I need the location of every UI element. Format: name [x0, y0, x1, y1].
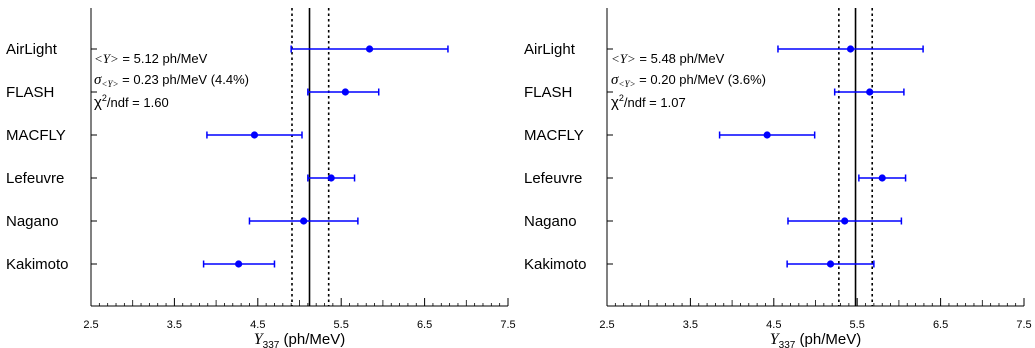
- data-marker: [235, 260, 243, 268]
- stat-chi-superscript: 2: [619, 93, 624, 103]
- x-tick-label: 5.5: [334, 319, 349, 331]
- stat-sigma-value: = 0.23 ph/MeV (4.4%): [119, 72, 249, 87]
- stat-sigma-value: = 0.20 ph/MeV (3.6%): [636, 72, 766, 87]
- x-axis-title: Y337 (ph/MeV): [770, 331, 861, 348]
- stat-mean-symbol: <Y>: [611, 51, 636, 66]
- data-point-airlight: [777, 45, 924, 53]
- stat-chi2: χ2/ndf = 1.07: [611, 93, 686, 111]
- stat-chi-symbol: χ: [611, 94, 619, 111]
- x-axis-subscript: 337: [263, 340, 280, 348]
- x-tick-label: 5.5: [850, 319, 865, 331]
- stat-chi-superscript: 2: [102, 93, 107, 103]
- stat-sigma-symbol: σ: [94, 72, 102, 88]
- x-axis-subscript: 337: [779, 340, 796, 348]
- data-point-nagano: [787, 217, 903, 225]
- data-point-lefeuvre: [307, 174, 356, 182]
- data-marker: [327, 174, 335, 182]
- category-label: MACFLY: [524, 127, 584, 144]
- data-point-nagano: [248, 217, 359, 225]
- data-point-flash: [833, 88, 905, 96]
- x-tick-label: 6.5: [933, 319, 948, 331]
- x-axis-unit: (ph/MeV): [279, 331, 345, 348]
- stat-sigma-symbol: σ: [611, 72, 619, 88]
- stat-mean: <Y> = 5.12 ph/MeV: [94, 51, 208, 66]
- category-label: MACFLY: [6, 127, 66, 144]
- category-label: Nagano: [6, 213, 59, 230]
- x-tick-label: 2.5: [83, 319, 98, 331]
- x-axis-unit: (ph/MeV): [795, 331, 861, 348]
- data-point-kakimoto: [202, 260, 276, 268]
- stat-mean: <Y> = 5.48 ph/MeV: [611, 51, 725, 66]
- stat-chi-value: /ndf = 1.60: [107, 95, 169, 110]
- stat-sigma-subscript: <Y>: [618, 79, 635, 89]
- data-marker: [250, 131, 259, 139]
- category-label: Lefeuvre: [524, 170, 582, 187]
- x-tick-label: 3.5: [167, 319, 182, 331]
- x-axis-symbol: Y: [254, 331, 265, 348]
- data-marker: [846, 45, 855, 53]
- x-axis-title: Y337 (ph/MeV): [254, 331, 345, 348]
- category-label: AirLight: [524, 41, 576, 58]
- data-point-airlight: [290, 45, 449, 53]
- data-marker: [841, 217, 849, 225]
- data-marker: [826, 260, 835, 268]
- category-label: Nagano: [524, 213, 577, 230]
- stat-chi-symbol: χ: [94, 94, 102, 111]
- stat-mean-symbol: <Y>: [94, 51, 119, 66]
- category-label: Lefeuvre: [6, 170, 64, 187]
- x-tick-label: 7.5: [1016, 319, 1031, 331]
- data-point-kakimoto: [786, 260, 875, 268]
- x-tick-label: 4.5: [250, 319, 265, 331]
- x-tick-label: 6.5: [417, 319, 432, 331]
- category-label: AirLight: [6, 41, 58, 58]
- x-tick-label: 2.5: [599, 319, 614, 331]
- category-label: Kakimoto: [524, 256, 587, 273]
- chart-panel-2: 2.5 3.5 4.5 5.5 6.5 7.5 AirLight FLASH MACFLY Lef…: [524, 8, 1032, 348]
- data-marker: [878, 174, 886, 182]
- stat-chi-value: /ndf = 1.07: [624, 95, 686, 110]
- data-point-macfly: [718, 131, 816, 139]
- stat-sigma: σ<Y> = 0.20 ph/MeV (3.6%): [611, 72, 766, 89]
- stat-chi2: χ2/ndf = 1.60: [94, 93, 169, 111]
- category-label: Kakimoto: [6, 256, 69, 273]
- stat-mean-value: = 5.12 ph/MeV: [119, 51, 208, 66]
- data-point-flash: [307, 88, 380, 96]
- data-point-lefeuvre: [858, 174, 907, 182]
- category-label: FLASH: [6, 84, 54, 101]
- data-point-macfly: [206, 131, 303, 139]
- data-marker: [866, 88, 874, 96]
- x-tick-label: 3.5: [683, 319, 698, 331]
- stat-sigma-subscript: <Y>: [101, 79, 118, 89]
- x-tick-label: 7.5: [500, 319, 515, 331]
- data-marker: [341, 88, 349, 96]
- chart-panel-1: 2.5 3.5 4.5 5.5 6.5 7.5 AirLight FLASH MACFLY Lef…: [6, 8, 516, 348]
- data-marker: [365, 45, 374, 53]
- stat-mean-value: = 5.48 ph/MeV: [636, 51, 725, 66]
- stat-sigma: σ<Y> = 0.23 ph/MeV (4.4%): [94, 72, 249, 89]
- x-tick-label: 4.5: [766, 319, 781, 331]
- x-axis-symbol: Y: [770, 331, 781, 348]
- data-marker: [300, 217, 308, 225]
- category-label: FLASH: [524, 84, 572, 101]
- data-marker: [763, 131, 771, 139]
